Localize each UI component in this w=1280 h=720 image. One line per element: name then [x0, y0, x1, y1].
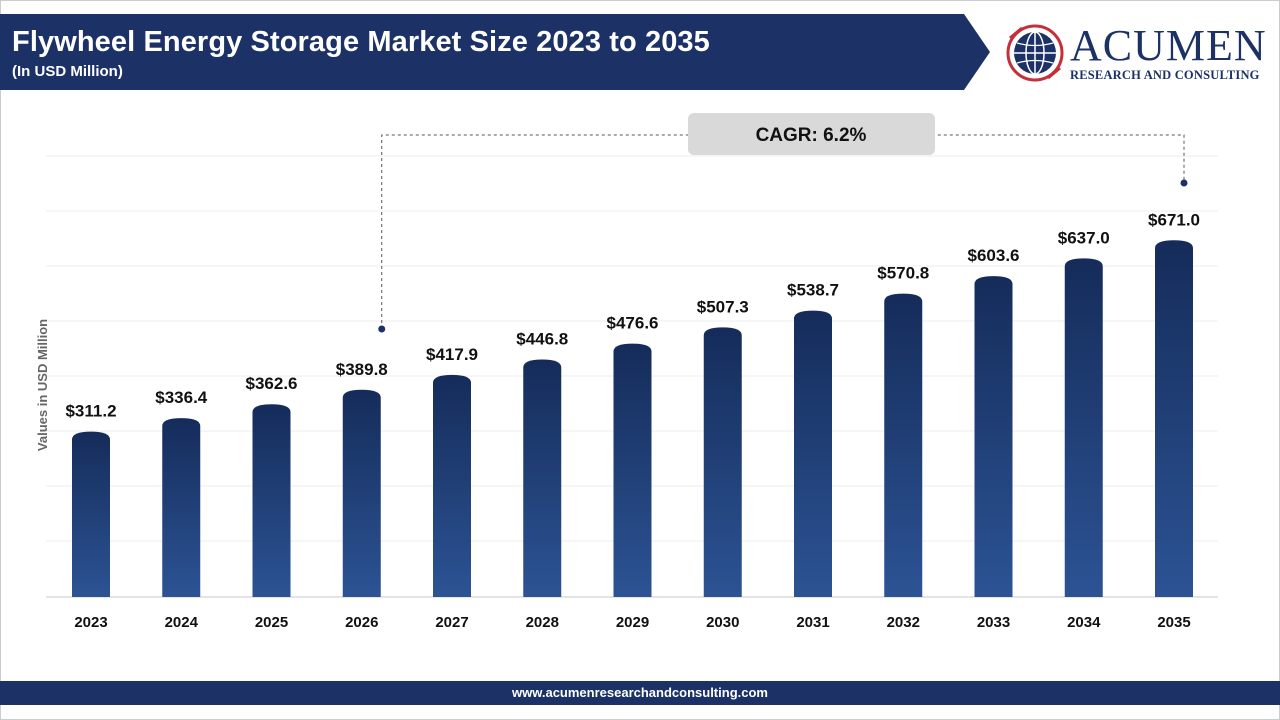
bar-2034 — [1064, 258, 1103, 597]
bar-2023 — [72, 431, 110, 597]
bar-2032 — [884, 293, 923, 597]
data-label-2028: $446.8 — [516, 329, 568, 348]
cagr-annotation: CAGR: 6.2% — [378, 113, 1188, 333]
bar-2027 — [433, 374, 471, 597]
bar-2029 — [613, 343, 652, 597]
x-tick-2029: 2029 — [616, 614, 649, 631]
x-tick-2028: 2028 — [526, 614, 559, 631]
x-tick-2032: 2032 — [887, 614, 920, 631]
chart-subtitle: (In USD Million) — [12, 63, 123, 80]
data-label-2032: $570.8 — [877, 264, 929, 283]
cagr-end-dot — [1180, 179, 1188, 187]
data-label-2031: $538.7 — [787, 281, 839, 300]
x-tick-2034: 2034 — [1067, 614, 1101, 631]
cagr-start-dot — [378, 325, 386, 333]
x-tick-2026: 2026 — [345, 614, 378, 631]
x-tick-2027: 2027 — [435, 614, 468, 631]
x-tick-2024: 2024 — [165, 614, 199, 631]
data-label-2025: $362.6 — [246, 374, 298, 393]
bar-2025 — [252, 404, 291, 597]
logo-tagline: RESEARCH AND CONSULTING — [1070, 68, 1260, 82]
bar-2031 — [794, 310, 832, 597]
company-logo: ACUMEN RESEARCH AND CONSULTING — [1004, 20, 1267, 86]
logo-wordmark: ACUMEN — [1070, 21, 1267, 70]
header-banner-shape — [0, 14, 990, 90]
data-label-2026: $389.8 — [336, 360, 388, 379]
data-label-2027: $417.9 — [426, 345, 478, 364]
data-label-2029: $476.6 — [607, 314, 659, 333]
cagr-label: CAGR: 6.2% — [756, 125, 867, 146]
footer-url: www.acumenresearchandconsulting.com — [512, 685, 768, 700]
data-label-2023: $311.2 — [65, 402, 116, 421]
data-label-2030: $507.3 — [697, 297, 749, 316]
x-tick-2025: 2025 — [255, 614, 288, 631]
x-tick-2030: 2030 — [706, 614, 739, 631]
data-label-2034: $637.0 — [1058, 228, 1110, 247]
x-tick-2023: 2023 — [74, 614, 107, 631]
chart-title: Flywheel Energy Storage Market Size 2023… — [12, 26, 710, 58]
cagr-box — [688, 113, 935, 155]
bar-2024 — [162, 418, 201, 597]
bars-group — [72, 240, 1193, 598]
data-label-2033: $603.6 — [968, 246, 1020, 265]
bar-2026 — [342, 389, 381, 597]
header-banner — [0, 14, 990, 90]
x-tick-2033: 2033 — [977, 614, 1010, 631]
bar-2033 — [974, 276, 1013, 597]
bar-2028 — [523, 359, 562, 597]
bar-2030 — [703, 327, 742, 597]
y-axis-label: Values in USD Million — [35, 319, 50, 451]
data-labels-group: $311.2 $336.4 $362.6 $389.8 $417.9 $446.8 $476… — [65, 210, 1200, 420]
data-label-2035: $671.0 — [1148, 210, 1200, 229]
x-tick-2035: 2035 — [1157, 614, 1190, 631]
footer-bar: www.acumenresearchandconsulting.com — [0, 681, 1280, 705]
data-label-2024: $336.4 — [155, 388, 208, 407]
x-tick-labels-group: 2023 2024 2025 2026 2027 2028 2029 2030 2031 2032… — [74, 614, 1190, 631]
bar-2035 — [1155, 240, 1193, 598]
x-tick-2031: 2031 — [796, 614, 829, 631]
globe-icon — [1006, 24, 1064, 82]
